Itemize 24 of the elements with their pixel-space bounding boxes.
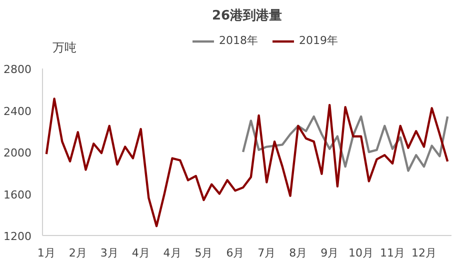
line-series	[45, 98, 449, 228]
x-tick-label: 8月	[289, 246, 308, 260]
y-axis-title: 万吨	[52, 40, 76, 54]
x-tick-label: 10月	[348, 246, 374, 260]
line-series	[242, 115, 449, 172]
legend-label: 2019年	[299, 33, 338, 48]
chart-title: 26港到港量	[212, 8, 282, 24]
x-tick-label: 3月	[100, 246, 118, 260]
x-tick-label: 7月	[258, 246, 276, 260]
x-tick-label: 5月	[194, 246, 213, 260]
y-tick-label: 2400	[4, 104, 32, 118]
y-tick-label: 1600	[4, 188, 32, 202]
y-tick-label: 1200	[4, 230, 32, 243]
x-tick-label: 1月	[37, 246, 56, 260]
x-tick-label: 9月	[320, 246, 339, 260]
x-tick-label: 2月	[68, 246, 87, 260]
x-tick-label: 4月	[163, 246, 182, 260]
x-tick-label: 6月	[226, 246, 244, 260]
legend-label: 2018年	[219, 33, 258, 48]
y-tick-label: 2800	[4, 63, 32, 76]
x-tick-label: 11月	[380, 246, 406, 260]
y-tick-label: 2000	[4, 146, 32, 160]
x-tick-label: 4月	[132, 246, 150, 260]
x-tick-label: 12月	[411, 246, 436, 260]
